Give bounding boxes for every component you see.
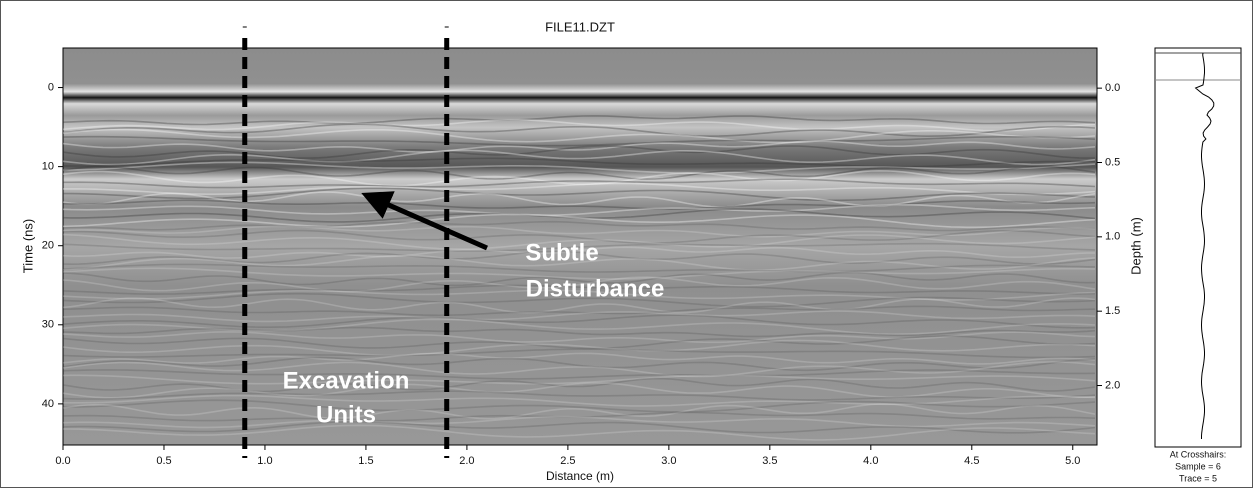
x-tick-label: 3.5 [762,455,777,467]
x-tick-label: 0.5 [156,455,171,467]
reflection [63,424,1096,441]
reflection [62,128,1096,144]
reflection [62,297,1096,314]
reflection [62,314,1096,329]
reflection [62,254,1096,271]
reflection [62,242,1096,252]
y-tick-label: 0 [48,81,54,93]
x-tick-label: 4.0 [863,455,878,467]
reflection [62,420,1096,434]
reflection [62,284,1096,295]
reflection [62,233,1096,250]
reflection [62,140,1096,153]
reflection [62,374,1096,385]
reflection [62,220,1095,232]
reflection [62,411,1096,422]
reflection [62,263,1096,273]
reflection [62,229,1096,244]
reflection [62,145,1096,159]
reflection [62,169,1096,187]
reflection [62,250,1096,266]
reflection [62,339,1096,357]
reflection [62,318,1096,336]
y-tick-label: 10 [42,161,54,173]
reflection [62,331,1096,344]
trace-panel [1154,47,1242,448]
y2-tick-label: 1.0 [1105,231,1120,243]
annotation: Subtle [525,239,598,266]
reflection [63,182,1096,196]
reflection [62,157,1095,168]
reflection [62,135,1096,147]
reflection [62,356,1096,372]
reflection [62,267,1096,280]
reflection [62,276,1096,293]
reflection [62,335,1096,350]
reflection [62,415,1096,429]
reflection [62,369,1096,380]
x-tick-label: 3.0 [661,455,676,467]
y-tick-label: 40 [42,398,54,410]
y2-tick-label: 1.5 [1105,305,1120,317]
reflection [62,305,1096,317]
x-axis-label: Distance (m) [546,469,614,483]
annotation: Units [316,401,376,428]
x-tick-label: 5.0 [1065,455,1080,467]
reflection [62,203,1096,217]
reflection [62,310,1096,323]
reflection [63,187,1096,202]
reflection [62,352,1096,365]
reflection [62,165,1096,180]
reflection [62,361,1096,378]
annotation: Disturbance [526,275,665,302]
reflection [62,161,1096,175]
x-tick-label: 2.0 [459,455,474,467]
reflection [62,115,1096,126]
crosshair-info: Trace = 5 [1179,473,1217,483]
reflection [62,390,1096,401]
reflection [63,178,1096,189]
crosshair-info: Sample = 6 [1175,461,1221,471]
y-axis-label: Time (ns) [20,219,35,273]
y2-axis-label: Depth (m) [1128,217,1143,275]
y2-tick-label: 0.0 [1105,82,1120,94]
reflection [62,348,1096,359]
reflection [62,271,1096,287]
x-tick-label: 1.0 [257,455,272,467]
y2-tick-label: 2.0 [1105,379,1120,391]
reflection [62,326,1096,338]
y-tick-label: 30 [42,319,54,331]
radargram [62,47,1098,446]
reflection [62,213,1096,229]
y-tick-label: 20 [42,240,54,252]
reflection [62,246,1095,259]
x-tick-label: 0.0 [55,455,70,467]
reflection [62,377,1096,393]
file-title: FILE11.DZT [545,19,615,34]
x-tick-label: 2.5 [560,455,575,467]
reflections [62,115,1096,441]
arrow [361,191,489,251]
reflection [62,225,1096,238]
trace-wiggle [1194,52,1215,439]
reflection [62,149,1096,166]
reflection [62,208,1096,223]
reflection [62,119,1096,132]
reflection [62,394,1096,407]
y2-tick-label: 0.5 [1105,156,1120,168]
annotation: Excavation [283,367,410,394]
reflection [63,399,1096,413]
reflection [62,382,1096,399]
reflection [62,403,1096,420]
crosshair-info: At Crosshairs: [1170,449,1227,459]
x-tick-label: 1.5 [358,455,373,467]
reflection [62,191,1096,208]
reflection [62,292,1096,308]
reflection [62,199,1096,210]
reflection [62,289,1096,301]
reflection [62,123,1096,138]
x-tick-label: 4.5 [964,455,979,467]
